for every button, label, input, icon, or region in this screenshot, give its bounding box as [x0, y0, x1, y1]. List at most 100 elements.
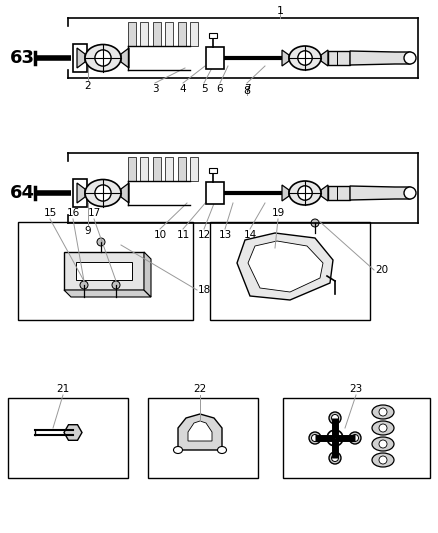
Polygon shape — [64, 252, 144, 290]
Circle shape — [379, 408, 387, 416]
Polygon shape — [282, 50, 289, 66]
Polygon shape — [178, 414, 222, 450]
Text: 23: 23 — [350, 384, 363, 394]
Text: 16: 16 — [67, 208, 80, 218]
Bar — [209, 33, 217, 38]
Polygon shape — [64, 290, 151, 297]
Ellipse shape — [329, 452, 341, 464]
Text: 20: 20 — [375, 265, 388, 275]
Text: 15: 15 — [43, 208, 57, 218]
Text: 2: 2 — [85, 81, 91, 91]
Polygon shape — [188, 421, 212, 441]
Ellipse shape — [289, 181, 321, 205]
Bar — [206, 182, 224, 204]
Circle shape — [379, 424, 387, 432]
Text: 14: 14 — [244, 230, 257, 240]
Polygon shape — [350, 51, 415, 65]
Bar — [8, 398, 128, 478]
Bar — [190, 22, 198, 46]
Ellipse shape — [329, 412, 341, 424]
Circle shape — [112, 281, 120, 289]
Ellipse shape — [309, 432, 321, 444]
Text: 12: 12 — [198, 230, 211, 240]
Text: 3: 3 — [152, 84, 158, 94]
Bar — [206, 47, 224, 69]
Ellipse shape — [85, 180, 121, 206]
Polygon shape — [248, 241, 323, 292]
Text: 17: 17 — [87, 208, 101, 218]
Polygon shape — [321, 50, 328, 66]
Bar — [73, 44, 87, 72]
Circle shape — [80, 281, 88, 289]
Polygon shape — [77, 48, 85, 68]
Bar — [165, 22, 173, 46]
Text: 6: 6 — [217, 84, 223, 94]
Circle shape — [379, 440, 387, 448]
Ellipse shape — [173, 447, 183, 454]
Text: 5: 5 — [201, 84, 207, 94]
Bar — [153, 157, 161, 181]
Ellipse shape — [372, 421, 394, 435]
Circle shape — [311, 434, 318, 441]
Circle shape — [332, 455, 339, 462]
Bar — [18, 222, 193, 320]
Polygon shape — [121, 48, 129, 68]
Circle shape — [298, 51, 312, 65]
Bar — [210, 222, 370, 320]
Text: 7: 7 — [244, 84, 250, 94]
Circle shape — [404, 52, 416, 64]
Circle shape — [97, 238, 105, 246]
Polygon shape — [350, 186, 415, 200]
Bar — [177, 157, 186, 181]
Bar — [153, 22, 161, 46]
Ellipse shape — [372, 437, 394, 451]
Ellipse shape — [372, 405, 394, 419]
Text: 9: 9 — [85, 226, 91, 236]
Circle shape — [298, 186, 312, 200]
Bar — [209, 168, 217, 173]
Polygon shape — [121, 183, 129, 203]
Text: 18: 18 — [198, 285, 211, 295]
Bar — [73, 179, 87, 207]
Polygon shape — [237, 233, 333, 300]
Circle shape — [311, 219, 319, 227]
Text: 4: 4 — [180, 84, 186, 94]
Bar — [128, 157, 136, 181]
Circle shape — [379, 456, 387, 464]
Bar — [141, 22, 148, 46]
Bar — [328, 186, 350, 200]
Bar — [328, 51, 350, 65]
Circle shape — [332, 415, 339, 422]
Text: 64: 64 — [10, 184, 35, 202]
Text: 63: 63 — [10, 49, 35, 67]
Bar — [177, 22, 186, 46]
Polygon shape — [76, 262, 132, 280]
Ellipse shape — [289, 46, 321, 70]
Text: 10: 10 — [153, 230, 166, 240]
Polygon shape — [64, 425, 82, 440]
Bar — [128, 22, 136, 46]
Text: 21: 21 — [57, 384, 70, 394]
Text: 11: 11 — [177, 230, 190, 240]
Text: 8: 8 — [244, 86, 251, 96]
Ellipse shape — [349, 432, 361, 444]
Circle shape — [95, 185, 111, 201]
Circle shape — [404, 187, 416, 199]
Bar — [283, 398, 430, 478]
Polygon shape — [144, 252, 151, 297]
Text: 1: 1 — [276, 6, 283, 16]
Circle shape — [327, 430, 343, 446]
Ellipse shape — [85, 44, 121, 71]
Text: 22: 22 — [193, 384, 207, 394]
Ellipse shape — [218, 447, 226, 454]
Circle shape — [95, 50, 111, 66]
Polygon shape — [77, 183, 85, 203]
Bar — [141, 157, 148, 181]
Text: 19: 19 — [272, 208, 285, 218]
Bar — [190, 157, 198, 181]
Ellipse shape — [372, 453, 394, 467]
Polygon shape — [321, 185, 328, 201]
Bar — [165, 157, 173, 181]
Text: 13: 13 — [219, 230, 232, 240]
Polygon shape — [282, 185, 289, 201]
